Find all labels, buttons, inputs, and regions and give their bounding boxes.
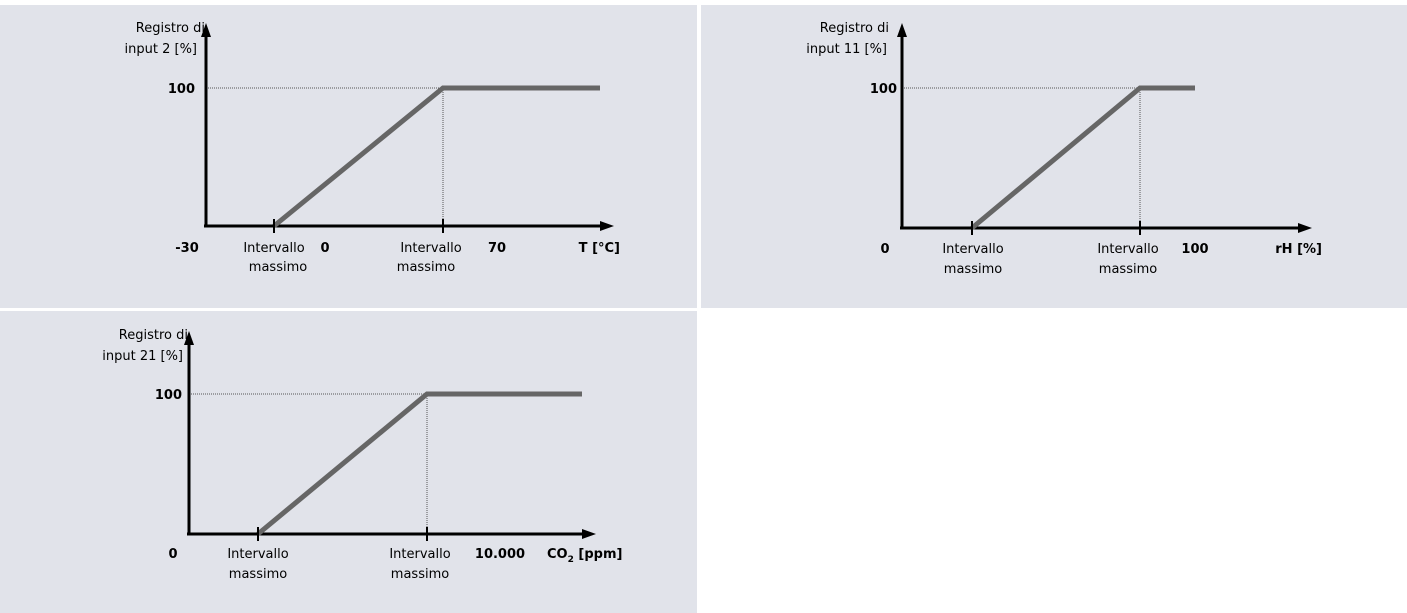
series-curve — [274, 88, 600, 226]
chart-co2: Registro di input 21 [%] 100 0 10.000 In… — [0, 311, 697, 613]
x-tick-label: -30 — [175, 241, 199, 256]
range-label-line2: massimo — [249, 260, 307, 275]
x-axis-arrow — [1298, 223, 1312, 233]
x-tick-label: 0 — [880, 242, 889, 257]
y-axis-label-line2: input 11 [%] — [806, 42, 887, 57]
chart-panel-humidity: Registro di input 11 [%] 100 0 100 Inter… — [701, 5, 1407, 308]
range-label-line1: Intervallo — [243, 241, 304, 256]
series-curve — [258, 394, 582, 534]
range-label-line1: Intervallo — [942, 242, 1003, 257]
x-axis-label-unit: [ppm] — [574, 547, 623, 562]
x-axis-arrow — [600, 221, 614, 231]
y-axis-label-line1: Registro di — [119, 328, 188, 343]
x-tick-label: 0 — [168, 547, 177, 562]
x-axis-label: T [°C] — [579, 241, 620, 256]
chart-panel-co2: Registro di input 21 [%] 100 0 10.000 In… — [0, 311, 697, 613]
y-axis-label-line1: Registro di — [820, 21, 889, 36]
range-label-line1: Intervallo — [1097, 242, 1158, 257]
y-axis-label-line2: input 21 [%] — [102, 349, 183, 364]
range-label-line2: massimo — [397, 260, 455, 275]
y-tick-label: 100 — [168, 82, 195, 97]
range-label-line1: Intervallo — [400, 241, 461, 256]
range-label-line2: massimo — [391, 567, 449, 582]
x-axis-label: rH [%] — [1275, 242, 1322, 257]
y-tick-label: 100 — [870, 82, 897, 97]
x-tick-label: 0 — [320, 241, 329, 256]
chart-humidity: Registro di input 11 [%] 100 0 100 Inter… — [701, 5, 1407, 308]
x-tick-label: 70 — [488, 241, 506, 256]
y-tick-label: 100 — [155, 388, 182, 403]
range-label-line2: massimo — [1099, 262, 1157, 277]
range-label-line1: Intervallo — [389, 547, 450, 562]
series-curve — [972, 88, 1195, 228]
y-axis-label-line1: Registro di — [136, 21, 205, 36]
range-label-line2: massimo — [229, 567, 287, 582]
range-label-line2: massimo — [944, 262, 1002, 277]
x-tick-label: 10.000 — [475, 547, 525, 562]
chart-temperature: Registro di input 2 [%] 100 -30 0 70 Int… — [0, 5, 697, 308]
chart-panel-temperature: Registro di input 2 [%] 100 -30 0 70 Int… — [0, 5, 697, 308]
y-axis-label-line2: input 2 [%] — [125, 42, 197, 57]
x-tick-label: 100 — [1181, 242, 1208, 257]
x-axis-label: CO2 [ppm] — [547, 547, 622, 565]
x-axis-arrow — [582, 529, 596, 539]
range-label-line1: Intervallo — [227, 547, 288, 562]
y-axis-arrow — [897, 23, 907, 37]
x-axis-label-main: CO — [547, 547, 568, 562]
